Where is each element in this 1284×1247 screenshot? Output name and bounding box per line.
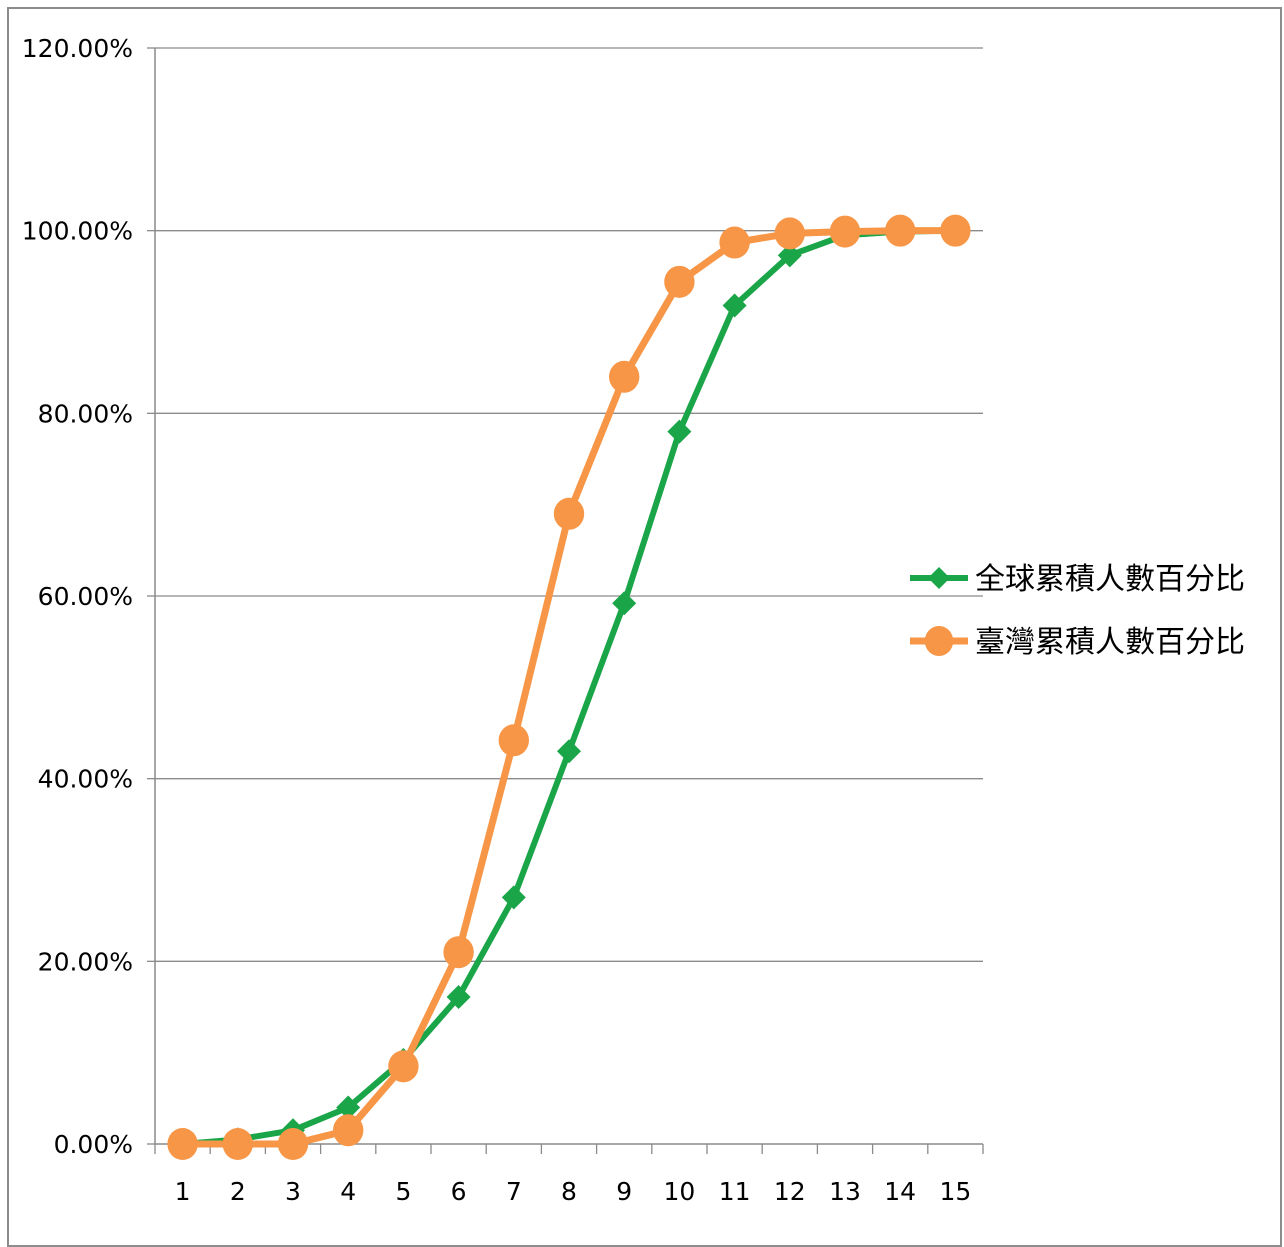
x-tick-label: 9 bbox=[616, 1177, 632, 1206]
data-point-circle bbox=[609, 360, 640, 393]
data-point-diamond bbox=[557, 739, 581, 764]
data-point-diamond bbox=[667, 419, 692, 444]
data-point-circle bbox=[388, 1050, 419, 1083]
data-point-diamond bbox=[928, 567, 950, 589]
data-point-diamond bbox=[446, 984, 471, 1009]
series-line bbox=[179, 227, 959, 1148]
gridlines bbox=[155, 47, 983, 962]
data-point-circle bbox=[719, 226, 750, 259]
x-tick-label: 5 bbox=[395, 1177, 411, 1206]
x-tick-label: 13 bbox=[829, 1177, 861, 1206]
x-tick-label: 11 bbox=[719, 1177, 751, 1206]
y-tick-label: 60.00% bbox=[38, 582, 133, 611]
data-point-diamond bbox=[336, 1095, 361, 1120]
legend-label: 全球累積人數百分比 bbox=[975, 562, 1245, 597]
data-point-circle bbox=[498, 724, 529, 757]
x-tick-label: 1 bbox=[175, 1177, 191, 1206]
data-point-circle bbox=[774, 217, 805, 250]
legend-item-2: 臺灣累積人數百分比 bbox=[910, 625, 1245, 660]
legend-item-1: 全球累積人數百分比 bbox=[910, 562, 1245, 597]
legend-label: 臺灣累積人數百分比 bbox=[975, 625, 1245, 660]
series-group bbox=[167, 214, 971, 1160]
y-tick-label: 80.00% bbox=[38, 399, 133, 428]
data-point-diamond bbox=[777, 243, 802, 268]
chart-frame bbox=[7, 7, 1282, 1247]
data-point-circle bbox=[829, 215, 861, 248]
x-tick-label: 7 bbox=[506, 1177, 522, 1206]
series-2 bbox=[167, 214, 971, 1160]
x-tick-label: 3 bbox=[285, 1177, 301, 1206]
data-point-circle bbox=[553, 497, 585, 530]
x-tick-label: 6 bbox=[451, 1177, 467, 1206]
series-1 bbox=[170, 218, 968, 1156]
y-tick-label: 40.00% bbox=[38, 765, 133, 794]
data-point-circle bbox=[443, 936, 474, 969]
data-point-circle bbox=[885, 214, 916, 247]
x-tick-label: 14 bbox=[884, 1177, 916, 1206]
series-line bbox=[179, 227, 959, 1147]
x-tick-label: 15 bbox=[939, 1177, 971, 1206]
data-point-diamond bbox=[501, 885, 526, 910]
data-point-circle bbox=[277, 1128, 309, 1160]
data-point-diamond bbox=[612, 591, 637, 616]
data-point-circle bbox=[167, 1128, 198, 1160]
data-point-circle bbox=[924, 626, 954, 656]
y-tick-label: 120.00% bbox=[22, 34, 133, 63]
data-point-circle bbox=[940, 214, 971, 247]
data-point-circle bbox=[664, 265, 695, 298]
axes: 0.00% 20.00% 40.00% 60.00% 80.00% 100.00% 120.… bbox=[22, 34, 984, 1206]
x-tick-label: 2 bbox=[230, 1177, 246, 1206]
y-tick-label: 100.00% bbox=[22, 217, 133, 246]
y-tick-label: 20.00% bbox=[38, 947, 133, 976]
data-point-diamond bbox=[722, 293, 747, 318]
x-tick-label: 10 bbox=[663, 1177, 695, 1206]
data-point-circle bbox=[222, 1128, 253, 1160]
x-tick-label: 4 bbox=[340, 1177, 356, 1206]
x-tick-label: 12 bbox=[774, 1177, 806, 1206]
data-point-circle bbox=[333, 1114, 364, 1147]
y-tick-label: 0.00% bbox=[54, 1130, 133, 1159]
x-tick-label: 8 bbox=[561, 1177, 577, 1206]
